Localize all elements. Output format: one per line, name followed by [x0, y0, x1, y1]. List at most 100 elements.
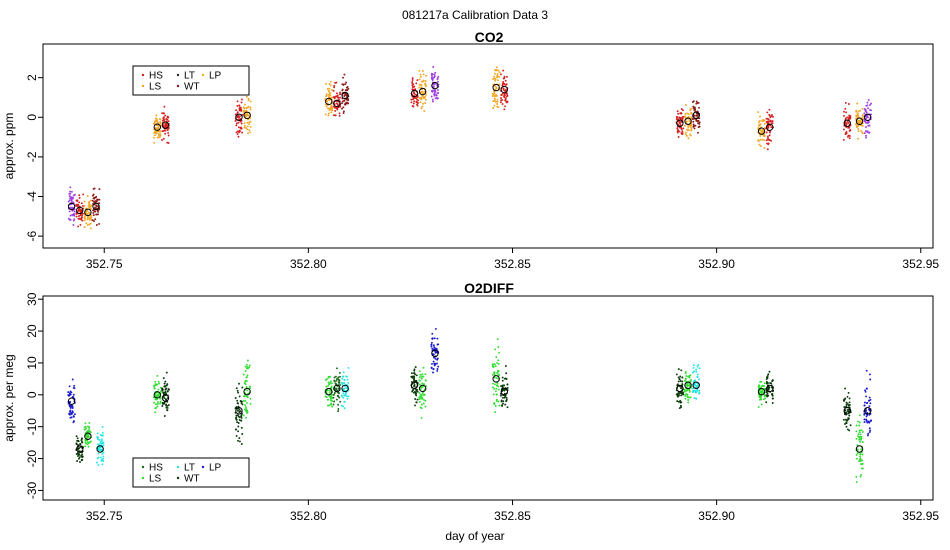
co2-data-point: [434, 97, 437, 100]
o2diff-data-point: [72, 421, 75, 424]
co2-data-point: [506, 93, 509, 95]
o2diff-x-axis: 352.75 352.80 352.85 352.90 352.95: [86, 500, 939, 523]
o2diff-data-point: [240, 416, 243, 419]
o2diff-data-point: [345, 387, 348, 389]
co2-data-point: [339, 93, 342, 96]
co2-data-point: [768, 113, 771, 116]
co2-data-point: [335, 81, 338, 84]
o2diff-data-point: [692, 366, 695, 369]
co2-data-point: [682, 109, 684, 112]
co2-data-point: [414, 93, 417, 96]
o2diff-data-point: [432, 360, 435, 363]
o2diff-data-point: [414, 366, 417, 369]
o2diff-mean-marker: [243, 387, 251, 396]
o2diff-data-point: [868, 396, 871, 399]
co2-data-point: [161, 139, 163, 141]
o2diff-data-point: [679, 380, 682, 382]
o2diff-data-point: [340, 404, 343, 407]
o2diff-data-point: [679, 401, 682, 404]
co2-data-point: [692, 107, 695, 109]
o2diff-data-point: [161, 389, 164, 392]
o2diff-data-point: [329, 389, 332, 392]
o2diff-data-point: [842, 399, 845, 402]
co2-data-point: [864, 120, 867, 123]
o2diff-data-point: [768, 370, 771, 373]
o2diff-mean-marker: [492, 375, 500, 383]
co2-data-point: [679, 124, 682, 126]
o2diff-data-point: [85, 433, 88, 436]
o2diff-data-point: [334, 375, 337, 378]
co2-data-point: [765, 131, 768, 134]
co2-data-point: [420, 107, 423, 110]
co2-data-point: [340, 102, 343, 105]
o2diff-data-point: [869, 420, 872, 423]
co2-data-point: [842, 138, 845, 141]
co2-data-point: [698, 122, 701, 125]
o2diff-data-point: [161, 387, 164, 390]
o2diff-data-point: [867, 408, 870, 411]
co2-data-point: [419, 73, 422, 76]
co2-data-point: [86, 218, 89, 221]
co2-data-point: [249, 125, 252, 128]
co2-mean-marker: [855, 117, 864, 125]
co2-data-point: [245, 95, 248, 98]
o2diff-data-point: [424, 405, 427, 408]
o2diff-data-point: [71, 407, 74, 409]
co2-data-point: [162, 129, 165, 132]
co2-data-point: [84, 215, 87, 218]
o2diff-data-point: [413, 368, 416, 371]
co2-data-point: [67, 217, 70, 220]
co2-data-point: [493, 92, 496, 94]
o2diff-data-point: [675, 373, 678, 376]
o2diff-data-point: [96, 438, 99, 440]
co2-x-tick-label: 352.80: [290, 257, 327, 271]
co2-mean-marker: [492, 83, 500, 92]
co2-data-point: [692, 125, 695, 127]
co2-data-point: [93, 220, 95, 223]
o2diff-data-point: [864, 389, 867, 392]
o2diff-data-point: [497, 362, 500, 365]
co2-data-point: [245, 127, 247, 129]
o2diff-data-point: [686, 395, 689, 398]
o2diff-data-point: [763, 382, 766, 385]
o2diff-data-point: [859, 433, 862, 436]
o2diff-data-point: [420, 377, 423, 380]
o2diff-data-point: [436, 369, 439, 372]
co2-data-point: [865, 117, 868, 120]
co2-data-point: [77, 225, 80, 228]
o2diff-data-point: [248, 385, 251, 388]
co2-data-point: [243, 107, 246, 110]
co2-data-point: [236, 116, 239, 119]
o2diff-title: O2DIFF: [464, 280, 514, 296]
co2-data-point: [91, 199, 94, 202]
co2-data-point: [87, 211, 90, 214]
co2-data-point: [236, 111, 239, 114]
o2diff-data-point: [235, 387, 238, 390]
co2-legend-marker: [141, 84, 145, 88]
co2-data-point: [249, 100, 252, 103]
o2diff-data-point: [338, 371, 341, 374]
co2-data-point: [345, 81, 348, 84]
o2diff-data-point: [760, 398, 763, 401]
co2-data-point: [759, 138, 762, 141]
co2-data-point: [422, 73, 425, 76]
co2-data-point: [425, 74, 428, 77]
o2diff-data-point: [430, 341, 433, 344]
co2-data-point: [329, 91, 332, 94]
o2diff-data-point: [335, 387, 338, 390]
o2diff-data-point: [157, 380, 160, 383]
co2-data-point: [243, 126, 246, 129]
o2diff-data-point: [678, 377, 681, 380]
o2diff-data-point: [696, 375, 699, 378]
o2diff-data-point: [848, 404, 851, 406]
o2diff-data-point: [347, 366, 350, 369]
co2-data-point: [235, 122, 238, 125]
o2diff-data-point: [496, 384, 498, 387]
co2-data-point: [325, 105, 328, 108]
o2diff-data-point: [855, 475, 858, 478]
o2diff-data-point: [869, 378, 872, 381]
o2diff-data-point: [430, 366, 433, 369]
o2diff-data-point: [81, 455, 84, 458]
co2-data-point: [238, 107, 241, 110]
